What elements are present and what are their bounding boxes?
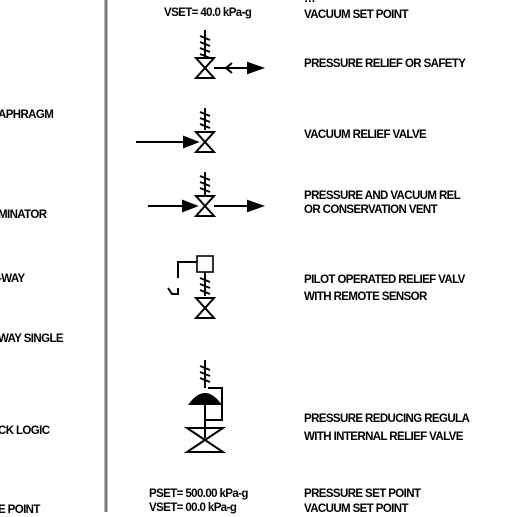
bottom-pset-value: PSET= 500.00 kPa-g xyxy=(149,488,248,500)
conservation-vent-label-2: OR CONSERVATION VENT xyxy=(304,204,438,216)
left-label-diaphragm: APHRAGM xyxy=(0,109,54,121)
pressure-regulator-label-2: WITH INTERNAL RELIEF VALVE xyxy=(304,431,463,443)
conservation-vent-label-1: PRESSURE AND VACUUM REL xyxy=(304,190,461,202)
top-vset-label: VACUUM SET POINT xyxy=(304,9,409,21)
pressure-relief-valve-icon xyxy=(193,30,265,79)
pressure-regulator-label-1: PRESSURE REDUCING REGULA xyxy=(304,413,470,425)
pressure-regulator-icon xyxy=(183,360,227,453)
vacuum-relief-label: VACUUM RELIEF VALVE xyxy=(304,129,427,141)
pilot-relief-valve-icon xyxy=(167,255,217,319)
top-vset-value: VSET= 40.0 kPa-g xyxy=(164,7,252,19)
conservation-vent-icon xyxy=(148,172,265,217)
bottom-vset-value: VSET= 00.0 kPa-g xyxy=(149,502,237,514)
pilot-relief-label-1: PILOT OPERATED RELIEF VALV xyxy=(304,274,465,286)
left-label-3way: -WAY xyxy=(0,273,25,285)
bottom-pset-label: PRESSURE SET POINT xyxy=(304,488,421,500)
left-label-eliminator: MINATOR xyxy=(0,209,47,221)
left-label-block-logic: CK LOGIC xyxy=(0,425,50,437)
vacuum-relief-valve-icon xyxy=(136,108,217,153)
top-partial-text: … xyxy=(304,0,316,6)
pressure-relief-label: PRESSURE RELIEF OR SAFETY xyxy=(304,58,466,70)
left-label-4way: WAY SINGLE xyxy=(0,333,64,345)
pilot-relief-label-2: WITH REMOTE SENSOR xyxy=(304,291,427,303)
